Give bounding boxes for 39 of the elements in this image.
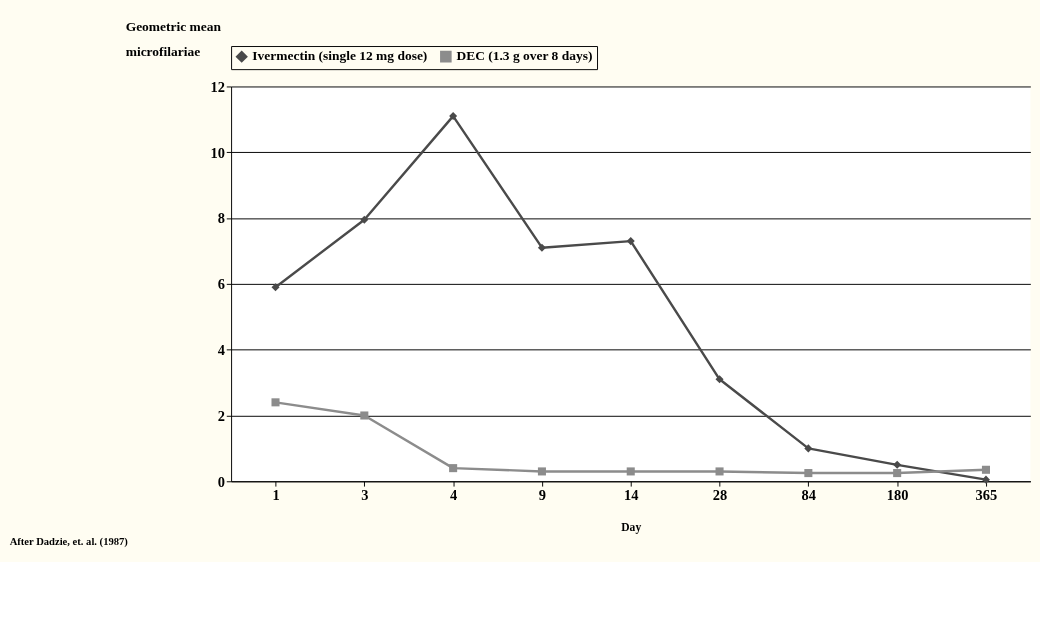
x-axis-title: Day <box>621 520 642 534</box>
x-tick-label: 14 <box>624 487 639 504</box>
point <box>537 243 546 252</box>
y-tick-label: 2 <box>217 407 225 424</box>
point <box>804 469 813 478</box>
y-axis-title: Geometric mean microfilariae <box>125 19 222 60</box>
point <box>981 475 990 484</box>
point <box>360 215 369 224</box>
point <box>715 375 724 384</box>
point <box>893 460 902 469</box>
point <box>981 465 990 474</box>
x-tick-label: 365 <box>975 487 998 504</box>
point <box>804 444 813 453</box>
point <box>715 467 724 476</box>
x-tick-label: 3 <box>361 487 369 504</box>
y-tick-label: 8 <box>217 210 225 227</box>
legend-label: Ivermectin (single 12 mg dose) <box>252 48 428 64</box>
point <box>449 464 458 473</box>
point <box>449 112 458 121</box>
text: After Dadzie, et. al. (1987) <box>9 535 129 548</box>
y-tick-label: 10 <box>210 144 225 161</box>
point <box>360 411 369 420</box>
point <box>626 467 635 476</box>
point <box>893 469 902 478</box>
y-tick-label: 4 <box>217 341 225 358</box>
x-tick-label: 180 <box>886 487 909 504</box>
point <box>271 398 280 407</box>
y-tick-label: 6 <box>217 276 225 293</box>
x-tick-label: 4 <box>450 487 458 504</box>
point <box>537 467 546 476</box>
point <box>271 283 280 292</box>
x-tick-label: 9 <box>538 487 547 504</box>
y-tick-label: 0 <box>217 473 225 490</box>
x-tick-label: 28 <box>712 487 728 504</box>
x-tick-label: 1 <box>272 487 280 504</box>
y-tick-label: 12 <box>210 78 225 95</box>
x-tick-label: 84 <box>801 487 817 504</box>
point <box>626 237 635 246</box>
legend-label: DEC (1.3 g over 8 days) <box>456 48 593 64</box>
